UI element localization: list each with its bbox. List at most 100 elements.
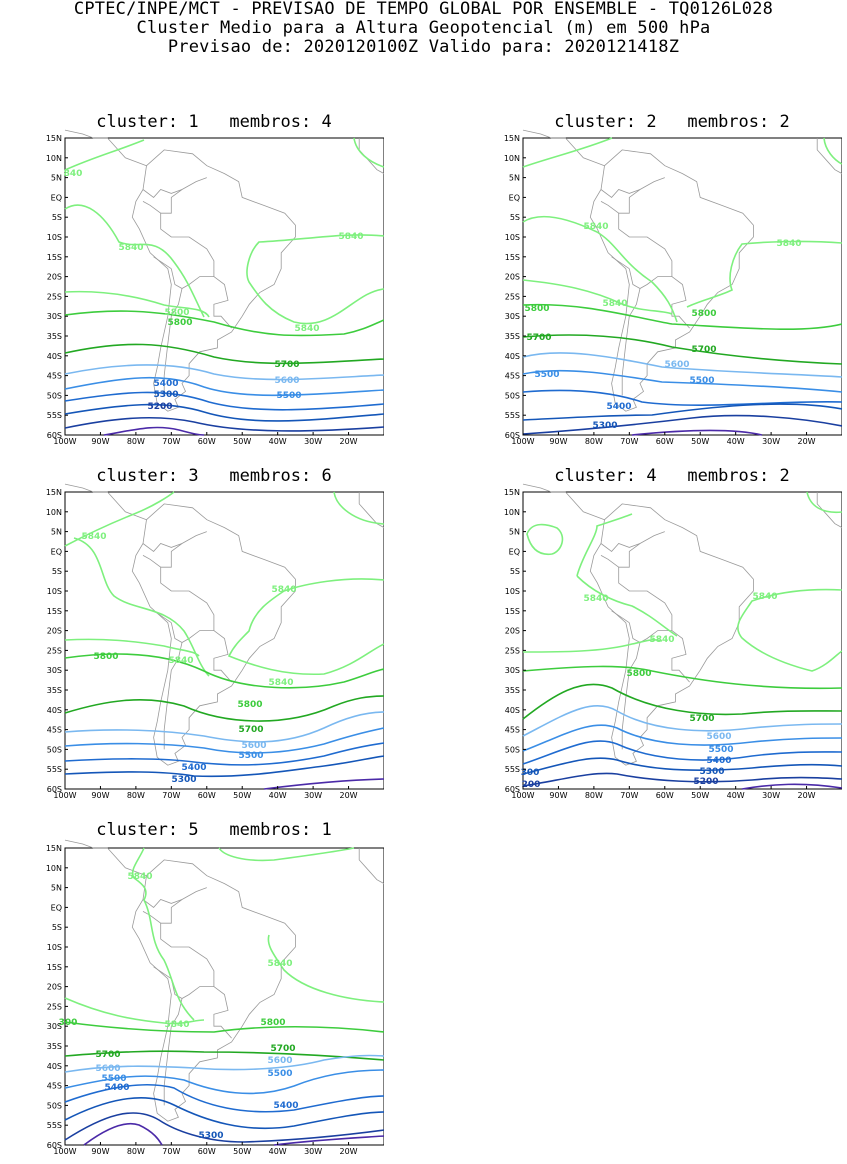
latitude-axis: 15N 10N 5N EQ 5S 10S 15S 20S 25S 30S 35S 40S 45S 50S 5…: [504, 134, 526, 440]
lat-tick-label: 45S: [47, 726, 62, 735]
lat-tick-label: 30S: [505, 666, 520, 675]
contour-line: [64, 139, 145, 171]
map-plot: 5840 5840 5840 5800 5800 5700 5700 5600 …: [504, 129, 847, 446]
lat-tick-label: 55S: [505, 411, 520, 420]
lon-tick-label: 90W: [549, 791, 567, 800]
map-panel-2: cluster: 2 membros: 2 5840 5840 5840 580…: [502, 112, 847, 452]
contour-line: [522, 638, 663, 653]
lat-tick-label: EQ: [509, 547, 520, 556]
lat-tick-label: 25S: [47, 292, 62, 301]
contour-line: [64, 1084, 385, 1113]
lon-tick-label: 70W: [620, 791, 638, 800]
lon-tick-label: 80W: [127, 791, 145, 800]
lat-tick-label: 35S: [505, 332, 520, 341]
members-count: 2: [779, 112, 790, 132]
longitude-axis: 100W 90W 80W 70W 60W 50W 40W 30W 20W: [53, 1142, 358, 1156]
lat-tick-label: EQ: [51, 193, 62, 202]
contour-line: [64, 364, 385, 381]
members-count: 1: [321, 820, 332, 840]
map-plot: 840 5840 5840 5840 5800 5800 5700 5600 5…: [46, 129, 402, 446]
lon-tick-label: 60W: [198, 791, 216, 800]
contour-label: 5840: [267, 959, 292, 969]
contour-line: [522, 665, 843, 690]
contour-line: [64, 416, 385, 432]
lat-tick-label: 55S: [47, 765, 62, 774]
lat-tick-label: 20S: [47, 983, 62, 992]
contour-label: 5600: [664, 360, 689, 370]
lon-tick-label: 60W: [656, 791, 674, 800]
lat-tick-label: 5N: [509, 528, 520, 537]
lat-tick-label: 60S: [47, 785, 62, 794]
contour-label: 5500: [708, 745, 733, 755]
lat-tick-label: 55S: [47, 411, 62, 420]
contour-line: [273, 1135, 385, 1146]
longitude-axis: 100W 90W 80W 70W 60W 50W 40W 30W 20W: [53, 432, 358, 446]
lat-tick-label: EQ: [51, 547, 62, 556]
coastline: [64, 839, 402, 1122]
contour-label: 5840: [118, 243, 143, 253]
lat-tick-label: 10S: [47, 943, 62, 952]
lat-tick-label: 25S: [47, 1002, 62, 1011]
header-line-1: CPTEC/INPE/MCT - PREVISAO DE TEMPO GLOBA…: [73, 0, 774, 19]
contour-label: 5800: [524, 304, 549, 314]
contour-line: [73, 537, 210, 677]
latitude-axis: 15N 10N 5N EQ 5S 10S 15S 20S 25S 30S 35S 40S 45S 50S 5…: [504, 488, 526, 794]
lon-tick-label: 80W: [127, 437, 145, 446]
contour-line: [64, 376, 385, 397]
contour-label: 5700: [526, 333, 551, 343]
map-panel-1: cluster: 1 membros: 4: [44, 112, 402, 452]
lon-tick-label: 80W: [585, 437, 603, 446]
contour-line: [64, 695, 385, 722]
lat-tick-label: 10N: [46, 154, 62, 163]
panel-title: cluster: 2 membros: 2: [502, 112, 842, 132]
map-panel-3: cluster: 3 membros: 6 5840 5840 5840 584…: [44, 466, 402, 806]
contour-label: 5800: [164, 308, 189, 318]
lat-tick-label: 60S: [47, 431, 62, 440]
contour-line: [64, 310, 385, 337]
contour-line: [64, 1097, 385, 1130]
lat-tick-label: 5N: [509, 174, 520, 183]
contour-label: 200: [522, 780, 541, 790]
contour-line: [576, 513, 633, 577]
lat-tick-label: 35S: [47, 686, 62, 695]
contour-label: 5300: [699, 767, 724, 777]
contour-label: 5600: [274, 376, 299, 386]
lon-tick-label: 90W: [91, 1147, 109, 1156]
contour-line: [522, 369, 843, 393]
contour-label: 5300: [198, 1131, 223, 1141]
lat-tick-label: 40S: [47, 352, 62, 361]
cluster-number: 3: [188, 466, 199, 486]
lat-tick-label: 35S: [47, 1042, 62, 1051]
contour-label: 5840: [338, 232, 363, 242]
contour-label: 5800: [93, 652, 118, 662]
contour-line: [333, 491, 385, 525]
cluster-label: cluster:: [554, 112, 637, 132]
contour-label: 5600: [241, 741, 266, 751]
lat-tick-label: 15N: [46, 488, 62, 497]
lon-tick-label: 30W: [304, 791, 322, 800]
lon-tick-label: 20W: [340, 1147, 358, 1156]
contour-line: [64, 204, 205, 318]
lon-tick-label: 70W: [162, 437, 180, 446]
coastline: [522, 483, 847, 766]
contour-line: [64, 1050, 385, 1061]
lon-tick-label: 50W: [233, 791, 251, 800]
contour-label: 5840: [776, 239, 801, 249]
contour-label: 5700: [238, 725, 263, 735]
contour-label: 5600: [95, 1064, 120, 1074]
lat-tick-label: 5S: [510, 213, 520, 222]
lat-tick-label: 10S: [505, 233, 520, 242]
panel-title: cluster: 3 membros: 6: [44, 466, 384, 486]
contour-line: [522, 757, 843, 775]
lat-tick-label: 15S: [47, 607, 62, 616]
lat-tick-label: 40S: [47, 706, 62, 715]
contour-line: [741, 783, 843, 790]
lat-tick-label: 50S: [47, 391, 62, 400]
contour-line: [64, 403, 385, 422]
lat-tick-label: 40S: [505, 706, 520, 715]
lat-tick-label: 25S: [47, 646, 62, 655]
figure-header: CPTEC/INPE/MCT - PREVISAO DE TEMPO GLOBA…: [0, 0, 847, 57]
contour-line: [64, 727, 385, 754]
contour-label: 5300: [592, 421, 617, 431]
lat-tick-label: 5S: [52, 213, 62, 222]
